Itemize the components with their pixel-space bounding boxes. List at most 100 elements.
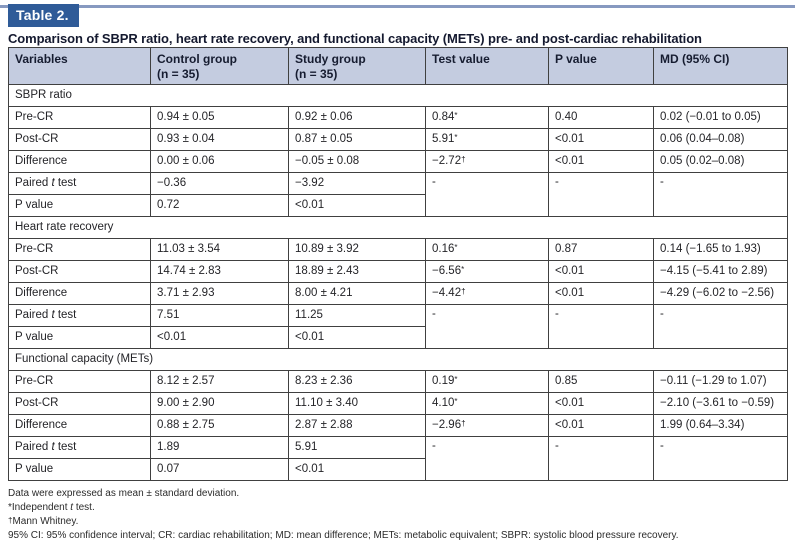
section-title: SBPR ratio	[8, 84, 788, 107]
table-label: Table 2.	[8, 4, 79, 27]
section-title: Heart rate recovery	[8, 216, 788, 239]
footnote-line: 95% CI: 95% confidence interval; CR: car…	[8, 530, 679, 541]
table-title: Comparison of SBPR ratio, heart rate rec…	[8, 31, 702, 46]
data-cell: 10.89 ± 3.92	[288, 238, 426, 261]
data-cell: 0.00 ± 0.06	[150, 150, 289, 173]
data-cell: −4.29 (−6.02 to −2.56)	[653, 282, 788, 305]
merged-dash-cell: -	[425, 304, 549, 349]
data-cell: 0.02 (−0.01 to 0.05)	[653, 106, 788, 129]
row-label: Post-CR	[8, 128, 151, 151]
row-label: Paired t test	[8, 436, 151, 459]
data-cell: 0.06 (0.04–0.08)	[653, 128, 788, 151]
data-cell: −0.36	[150, 172, 289, 195]
data-cell: 0.14 (−1.65 to 1.93)	[653, 238, 788, 261]
data-cell: <0.01	[548, 392, 654, 415]
row-label: Paired t test	[8, 172, 151, 195]
data-cell: 5.91*	[425, 128, 549, 151]
data-cell: 0.88 ± 2.75	[150, 414, 289, 437]
data-cell: −2.96†	[425, 414, 549, 437]
table-row: Post-CR 0.93 ± 0.04 0.87 ± 0.05 5.91* <0.01 0…	[8, 128, 788, 151]
data-cell: 18.89 ± 2.43	[288, 260, 426, 283]
column-header: Test value	[425, 47, 549, 85]
column-header: Control group (n = 35)	[150, 47, 289, 85]
data-cell: 0.05 (0.02–0.08)	[653, 150, 788, 173]
column-header: Study group (n = 35)	[288, 47, 426, 85]
data-cell: <0.01	[548, 260, 654, 283]
data-cell: 0.92 ± 0.06	[288, 106, 426, 129]
table-row: Difference 0.00 ± 0.06 −0.05 ± 0.08 −2.72† <…	[8, 150, 788, 173]
data-cell: 3.71 ± 2.93	[150, 282, 289, 305]
data-cell: <0.01	[548, 414, 654, 437]
row-label: Difference	[8, 282, 151, 305]
data-cell: 14.74 ± 2.83	[150, 260, 289, 283]
footnote-line: *Independent t test.	[8, 502, 95, 513]
data-cell: 8.23 ± 2.36	[288, 370, 426, 393]
merged-dash-cell: -	[548, 304, 654, 349]
data-cell: <0.01	[150, 326, 289, 349]
comparison-table: Variables Control group (n = 35) Study grou…	[8, 47, 788, 481]
data-cell: 11.10 ± 3.40	[288, 392, 426, 415]
merged-dash-cell: -	[548, 436, 654, 481]
table-row: P value 0.07 <0.01	[8, 458, 788, 481]
row-label: Paired t test	[8, 304, 151, 327]
data-cell: 8.12 ± 2.57	[150, 370, 289, 393]
data-cell: −4.15 (−5.41 to 2.89)	[653, 260, 788, 283]
data-cell: −2.10 (−3.61 to −0.59)	[653, 392, 788, 415]
data-cell: 0.07	[150, 458, 289, 481]
data-cell: −3.92	[288, 172, 426, 195]
table-row: Post-CR 14.74 ± 2.83 18.89 ± 2.43 −6.56* <0.…	[8, 260, 788, 283]
column-header: P value	[548, 47, 654, 85]
merged-dash-cell: -	[653, 436, 788, 481]
section-row: Functional capacity (METs)	[8, 348, 788, 371]
table-row: Pre-CR 8.12 ± 2.57 8.23 ± 2.36 0.19* 0.85 −0.…	[8, 370, 788, 393]
row-label: P value	[8, 458, 151, 481]
merged-dash-cell: -	[425, 172, 549, 217]
table-row: Difference 0.88 ± 2.75 2.87 ± 2.88 −2.96† <0…	[8, 414, 788, 437]
data-cell: 0.94 ± 0.05	[150, 106, 289, 129]
data-cell: 0.87 ± 0.05	[288, 128, 426, 151]
data-cell: 0.19*	[425, 370, 549, 393]
table-row: Post-CR 9.00 ± 2.90 11.10 ± 3.40 4.10* <0.01…	[8, 392, 788, 415]
table-row: P value 0.72 <0.01	[8, 194, 788, 217]
data-cell: <0.01	[288, 194, 426, 217]
table-row: Paired t test 1.89 5.91- - -	[8, 436, 788, 481]
row-label: Pre-CR	[8, 238, 151, 261]
data-cell: 0.93 ± 0.04	[150, 128, 289, 151]
column-header: MD (95% CI)	[653, 47, 788, 85]
data-cell: −6.56*	[425, 260, 549, 283]
data-cell: <0.01	[548, 282, 654, 305]
table-body: SBPR ratio Pre-CR 0.94 ± 0.05 0.92 ± 0.06 0.…	[8, 84, 788, 481]
data-cell: −4.42†	[425, 282, 549, 305]
table-row: Paired t test −0.36 −3.92- - -	[8, 172, 788, 217]
table-row: P value <0.01 <0.01	[8, 326, 788, 349]
merged-dash-cell: -	[425, 436, 549, 481]
merged-dash-cell: -	[653, 172, 788, 217]
section-row: Heart rate recovery	[8, 216, 788, 239]
footnotes: Data were expressed as mean ± standard d…	[8, 487, 789, 543]
table-row: Difference 3.71 ± 2.93 8.00 ± 4.21 −4.42† <0…	[8, 282, 788, 305]
data-cell: −0.11 (−1.29 to 1.07)	[653, 370, 788, 393]
data-cell: 9.00 ± 2.90	[150, 392, 289, 415]
row-label: P value	[8, 194, 151, 217]
data-cell: 5.91	[288, 436, 426, 459]
data-cell: 11.25	[288, 304, 426, 327]
data-cell: 0.87	[548, 238, 654, 261]
row-label: Pre-CR	[8, 370, 151, 393]
data-cell: <0.01	[288, 458, 426, 481]
column-header: Variables	[8, 47, 151, 85]
data-cell: <0.01	[548, 128, 654, 151]
data-cell: 0.40	[548, 106, 654, 129]
data-cell: 4.10*	[425, 392, 549, 415]
data-cell: <0.01	[288, 326, 426, 349]
data-cell: 0.16*	[425, 238, 549, 261]
data-cell: <0.01	[548, 150, 654, 173]
data-cell: 1.89	[150, 436, 289, 459]
data-cell: 0.84*	[425, 106, 549, 129]
table-row: Pre-CR 0.94 ± 0.05 0.92 ± 0.06 0.84* 0.40 0.0…	[8, 106, 788, 129]
footnote-line: †Mann Whitney.	[8, 516, 79, 527]
top-rule-divider	[0, 5, 795, 8]
table-row: Paired t test 7.51 11.25- - -	[8, 304, 788, 349]
table-header-row: Variables Control group (n = 35) Study grou…	[8, 47, 788, 85]
row-label: Post-CR	[8, 260, 151, 283]
data-cell: 0.72	[150, 194, 289, 217]
